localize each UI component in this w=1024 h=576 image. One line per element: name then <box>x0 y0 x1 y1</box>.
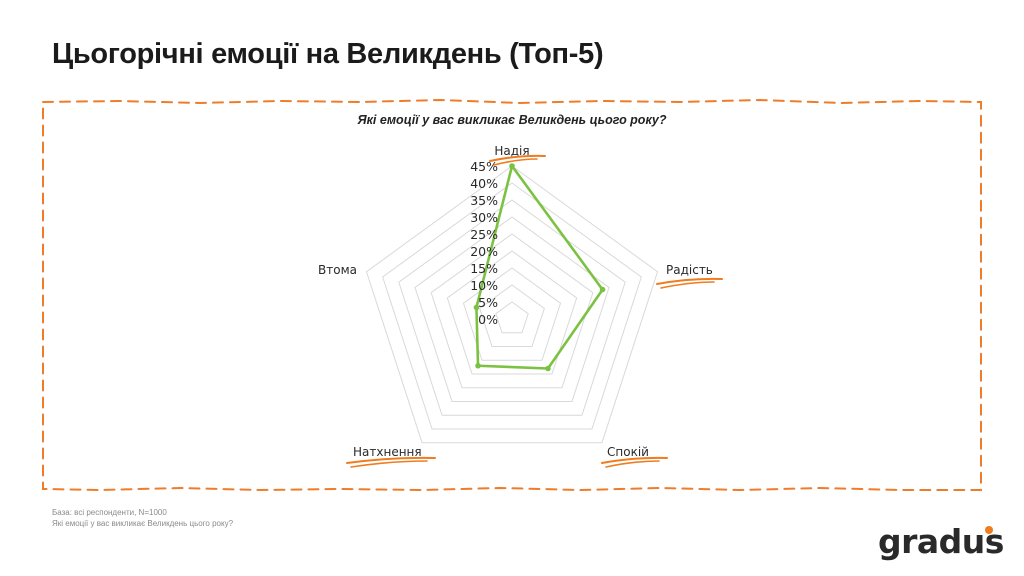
tick-label: 30% <box>470 210 498 225</box>
highlight-underline <box>605 460 660 468</box>
axis-label-4: Втома <box>318 263 357 277</box>
grid-ring <box>446 250 578 375</box>
radar-axis-labels: Надія Радість Спокій Натхнення Втома <box>318 144 723 468</box>
tick-label: 0% <box>478 312 498 327</box>
gradus-logo: gradus <box>878 522 1004 561</box>
footnote-question: Які емоції у вас викликає Великдень цьог… <box>52 519 234 528</box>
data-point-2 <box>545 365 551 372</box>
highlight-underline <box>350 460 428 468</box>
data-point-4 <box>473 304 480 311</box>
radar-tick-labels: 0% 5% 10% 15% 20% 25% 30% 35% 40% 45% <box>470 159 498 327</box>
highlight-underline <box>660 281 715 289</box>
tick-label: 15% <box>470 261 498 276</box>
grid-ring <box>382 182 642 430</box>
highlight-underline <box>601 456 668 464</box>
tick-label: 45% <box>470 159 498 174</box>
radar-grid <box>365 165 659 444</box>
highlight-underline <box>489 154 546 162</box>
grid-ring <box>495 301 529 334</box>
slide-title: Цьогорічні емоції на Великдень (Топ-5) <box>52 38 604 70</box>
data-point-0 <box>509 163 515 169</box>
footnote-base: База: всі респонденти, N=1000 <box>52 508 167 517</box>
series-line <box>475 164 604 370</box>
tick-label: 40% <box>470 176 498 191</box>
radar-series <box>473 163 606 372</box>
axis-label-1: Радість <box>666 263 713 277</box>
grid-ring <box>462 267 562 361</box>
grid-ring <box>365 165 659 444</box>
footnote: База: всі респонденти, N=1000 Які емоції… <box>52 507 233 529</box>
tick-label: 35% <box>470 193 498 208</box>
tick-label: 10% <box>470 278 498 293</box>
logo-dot-icon <box>985 526 993 534</box>
highlight-underline <box>493 158 538 166</box>
axis-label-3: Натхнення <box>353 445 422 459</box>
axis-label-2: Спокій <box>607 445 649 459</box>
chart-title: Які емоції у вас викликає Великдень цьог… <box>357 113 667 127</box>
grid-ring <box>430 233 594 389</box>
tick-label: 25% <box>470 227 498 242</box>
highlight-underline <box>656 277 723 285</box>
grid-ring <box>479 284 545 348</box>
data-point-1 <box>599 286 606 293</box>
tick-label: 5% <box>478 295 498 310</box>
tick-label: 20% <box>470 244 498 259</box>
highlight-underline <box>346 456 436 464</box>
axis-label-0: Надія <box>494 144 529 158</box>
data-point-3 <box>475 362 481 369</box>
grid-ring <box>398 199 626 416</box>
